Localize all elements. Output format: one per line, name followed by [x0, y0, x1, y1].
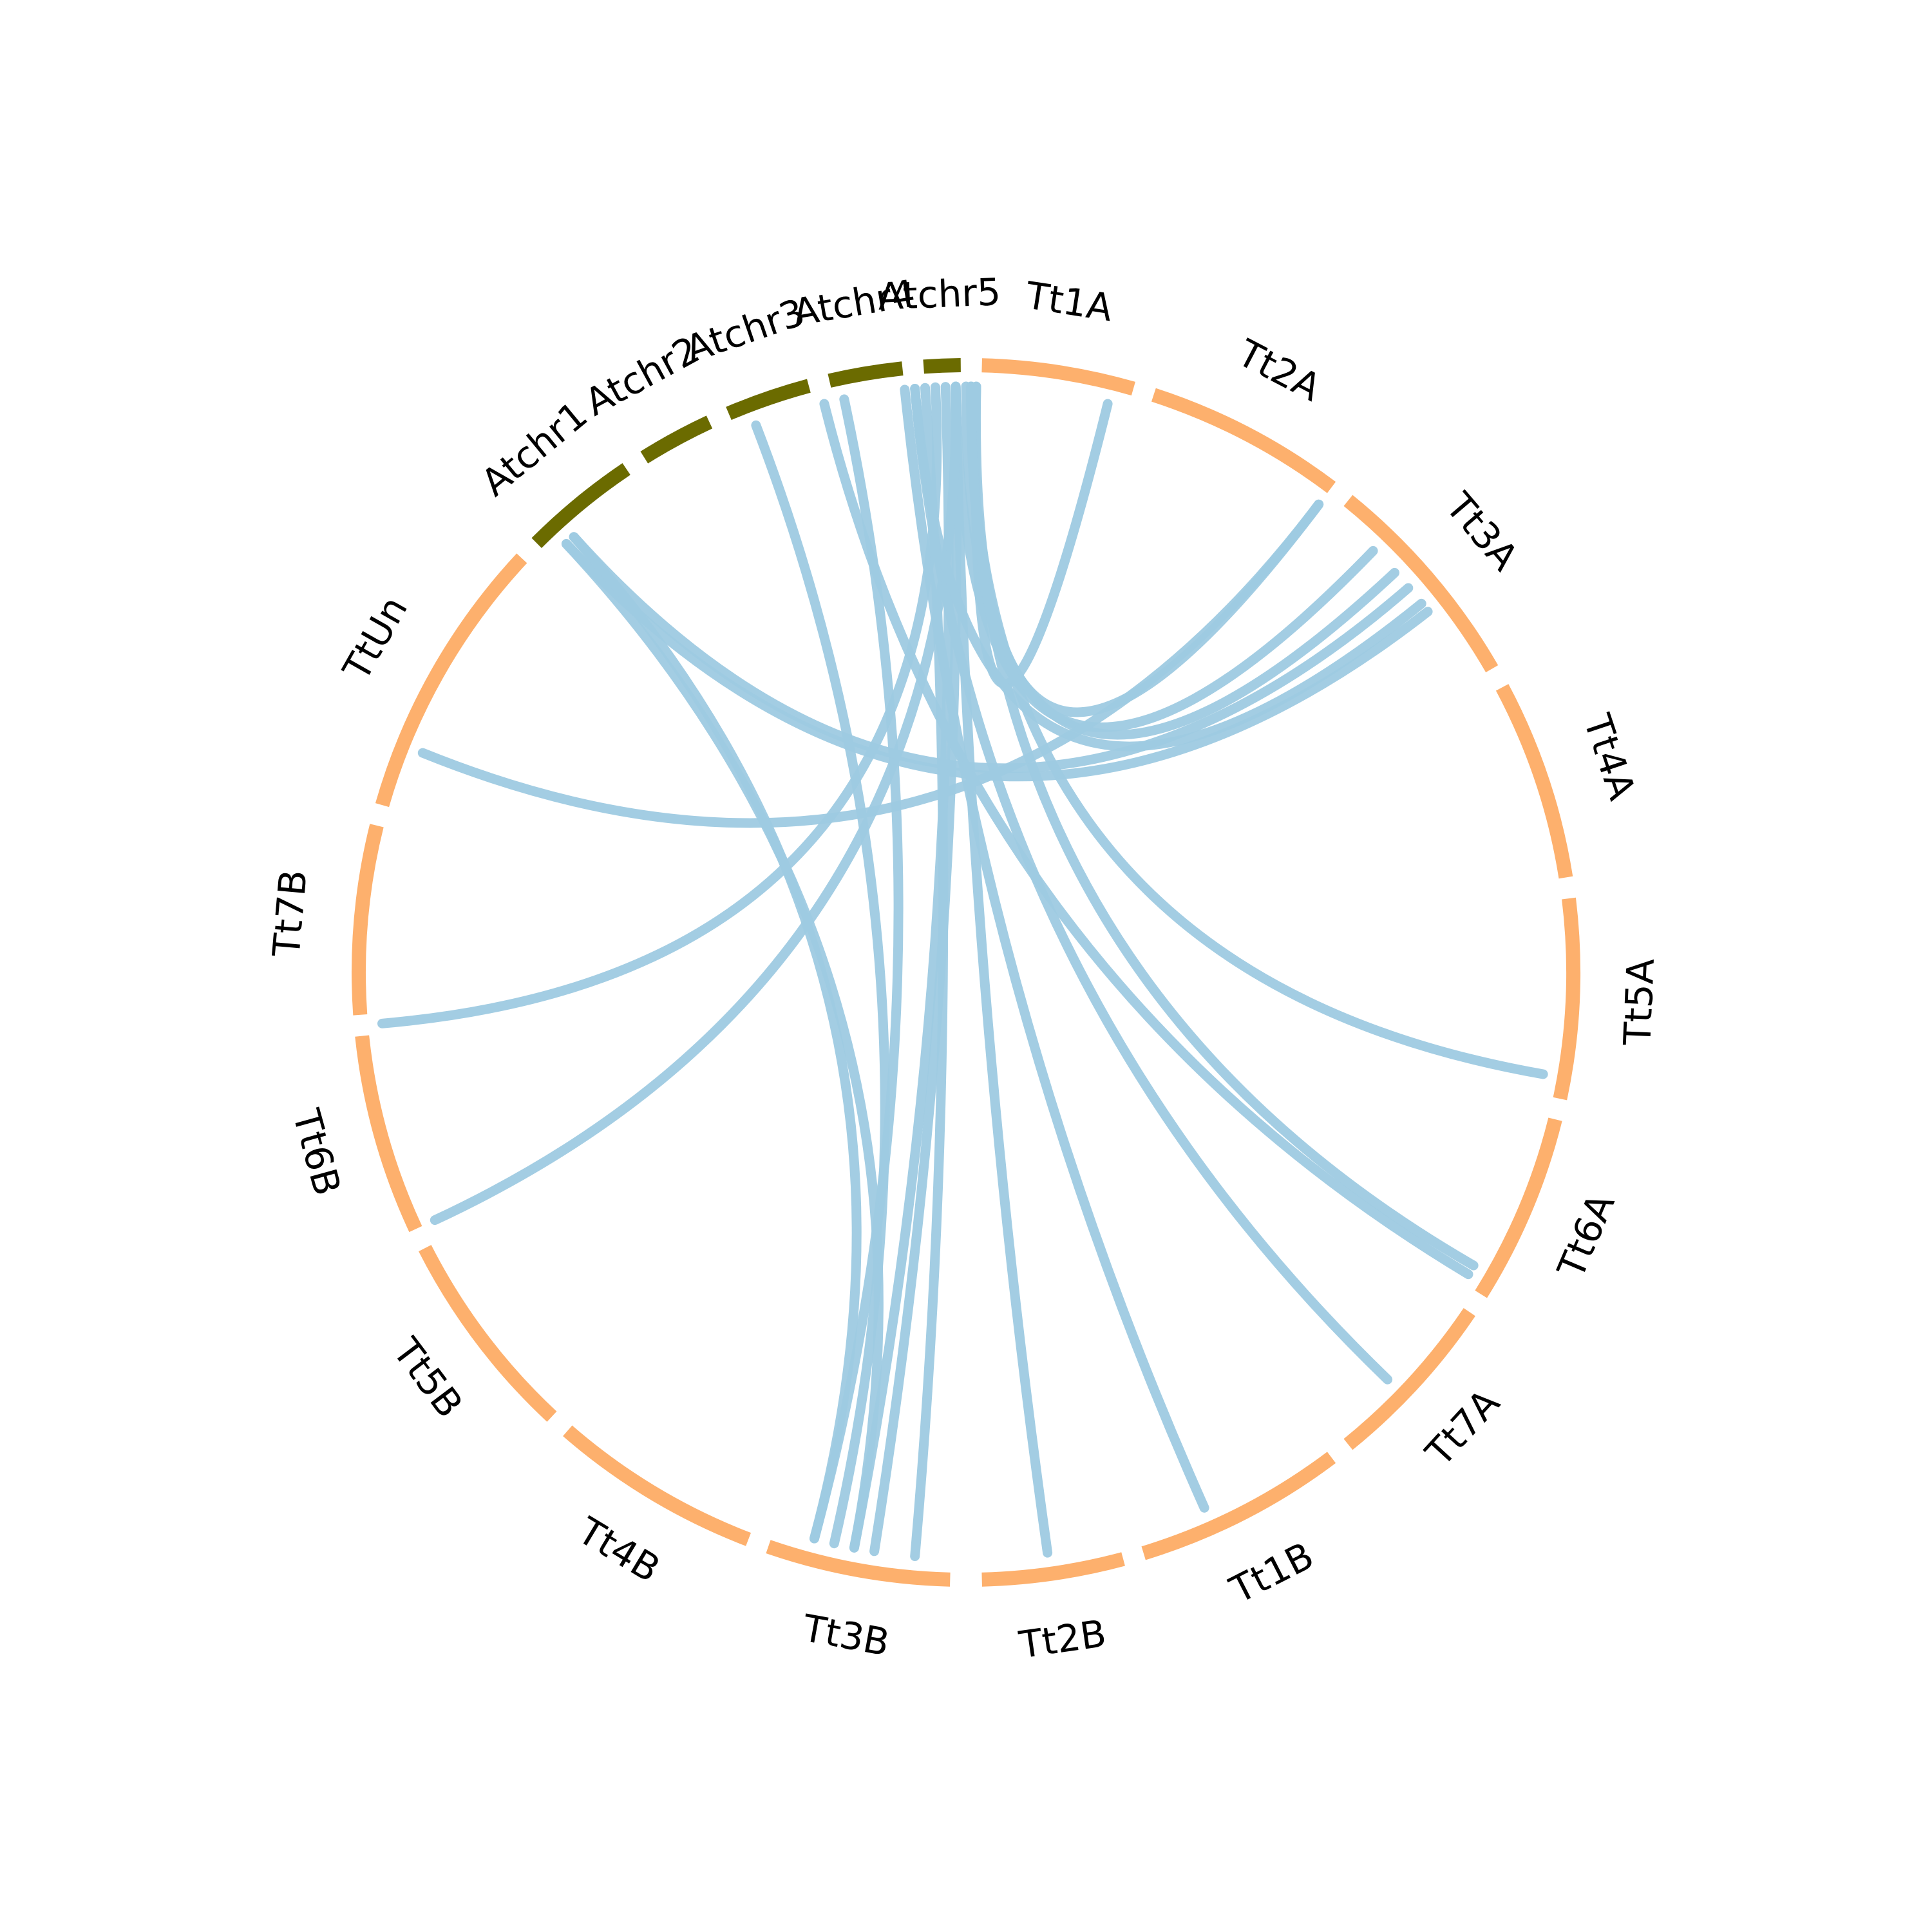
link-Atchr4-Tt3A [910, 384, 1426, 752]
link-Atchr5-Tt7B [377, 382, 942, 1028]
link-Atchr5-Tt2B [951, 381, 1053, 1558]
segment-label-Tt7A: Tt7A [1417, 1381, 1508, 1475]
segment-label-Tt7B: Tt7B [264, 868, 316, 959]
segment-label-Tt2A: Tt2A [1230, 330, 1328, 410]
link-Atchr5-Tt6A [966, 381, 1479, 1271]
segment-label-Tt5A: Tt5A [1615, 958, 1663, 1047]
link-Atchr2-Tt3B [751, 420, 890, 1549]
segment-Tt7B [352, 824, 384, 1016]
link-Atchr1-Tt3B [561, 539, 884, 1553]
segment-label-Tt6A: Tt6A [1549, 1187, 1624, 1285]
segment-Tt5A [1553, 897, 1581, 1101]
link-Atchr3-Tt6A [819, 399, 1473, 1280]
segment-Tt1B [1141, 1452, 1336, 1560]
segments-layer [352, 358, 1581, 1587]
segment-TtUn [375, 553, 527, 808]
link-Atchr1-Tt3B [569, 532, 862, 1544]
segment-label-Tt1B: Tt1B [1223, 1533, 1321, 1612]
segment-Atchr4 [828, 361, 904, 388]
segment-Tt7A [1343, 1308, 1475, 1450]
segment-label-Tt2B: Tt2B [1016, 1611, 1109, 1667]
links-layer [377, 381, 1548, 1561]
segment-Tt4B [563, 1425, 752, 1546]
segment-Tt6A [1475, 1117, 1562, 1298]
segment-label-Tt6B: Tt6B [284, 1104, 350, 1200]
segment-label-Tt3A: Tt3A [1437, 484, 1527, 579]
segment-label-Atchr5: Atchr5 [877, 270, 1001, 319]
segment-label-TtUn: TtUn [334, 589, 416, 688]
segment-Tt2B [981, 1552, 1125, 1587]
segment-label-Atchr3: Atchr3 [680, 290, 811, 371]
segment-Tt5B [418, 1245, 557, 1422]
segment-Tt3B [766, 1540, 951, 1587]
segment-label-Atchr1: Atchr1 [473, 393, 595, 505]
segment-Tt1A [981, 358, 1135, 396]
segment-label-Tt3B: Tt3B [799, 1606, 893, 1665]
segment-Atchr2 [640, 415, 713, 464]
segment-Tt6B [355, 1035, 422, 1233]
segment-Atchr5 [923, 358, 961, 374]
segment-label-Tt4A: Tt4A [1575, 708, 1644, 806]
link-Atchr4-Tt1B [900, 384, 1209, 1513]
segment-label-Tt4B: Tt4B [570, 1508, 667, 1591]
segment-Atchr1 [531, 463, 630, 548]
link-Atchr4-Tt2B [910, 383, 949, 1561]
segment-Tt4A [1495, 684, 1573, 879]
segment-Tt2A [1151, 388, 1336, 493]
segment-Tt3A [1343, 495, 1499, 673]
segment-Atchr3 [726, 379, 811, 421]
link-TtUn-Tt2A [417, 499, 1324, 828]
segment-label-Tt1A: Tt1A [1023, 273, 1116, 330]
link-Atchr1-Tt3A [569, 532, 1414, 773]
link-Atchr5-Tt5B [430, 381, 961, 1226]
segment-label-Tt5B: Tt5B [384, 1329, 471, 1425]
